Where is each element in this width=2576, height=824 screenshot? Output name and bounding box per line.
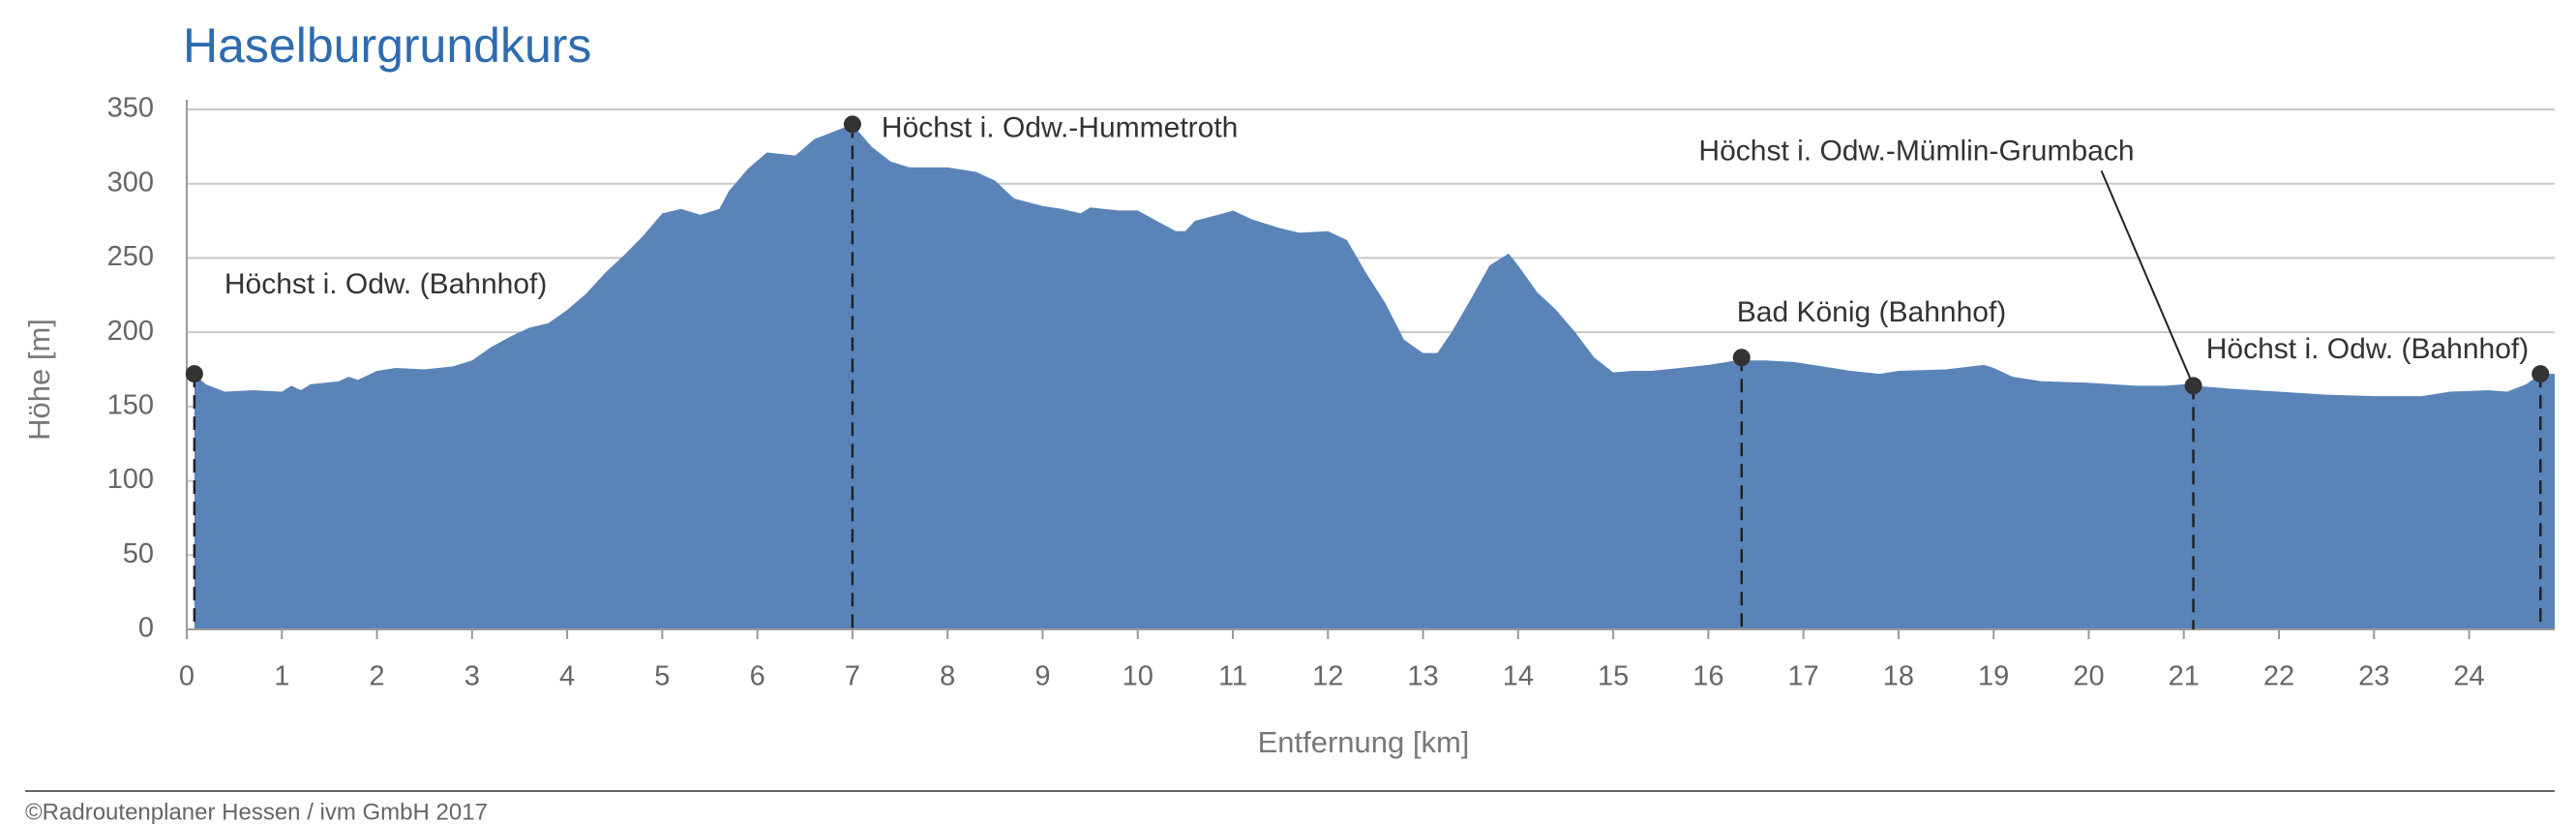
x-tick-label: 7 [845,661,860,692]
x-tick-label: 14 [1503,661,1534,692]
plot-area [194,124,2556,630]
x-tick-label: 15 [1598,661,1629,692]
waypoint-marker [843,115,861,134]
x-tick-label: 3 [464,661,480,692]
waypoint-label: Höchst i. Odw.-Hummetroth [882,111,1238,143]
chart-title: Haselburgrundkurs [183,18,591,73]
y-tick-label: 0 [138,613,154,644]
x-tick-label: 17 [1788,661,1819,692]
x-tick-label: 10 [1123,661,1153,692]
y-tick-label: 100 [107,464,154,495]
waypoint-label: Höchst i. Odw. (Bahnhof) [225,268,547,300]
x-tick-label: 2 [369,661,384,692]
y-tick-label: 350 [107,93,154,124]
waypoint-label: Höchst i. Odw. (Bahnhof) [2206,333,2530,365]
waypoint-marker [2531,365,2550,383]
x-tick-label: 4 [559,661,575,692]
x-tick-label: 21 [2169,661,2200,692]
x-tick-label: 23 [2358,661,2389,692]
y-tick-label: 300 [107,167,154,198]
y-tick-label: 250 [107,241,154,272]
x-tick-label: 13 [1407,661,1438,692]
y-tick-label: 200 [107,316,154,347]
x-tick-label: 18 [1883,661,1914,692]
x-tick-label: 8 [940,661,955,692]
x-tick-label: 6 [750,661,765,692]
x-tick-label: 16 [1692,661,1723,692]
elevation-area [194,124,2556,630]
y-axis-label: Höhe [m] [22,319,56,441]
x-tick-label: 9 [1034,661,1050,692]
waypoint-marker [185,365,203,383]
y-tick-label: 150 [107,390,154,421]
x-tick-label: 5 [654,661,670,692]
waypoint-label: Bad König (Bahnhof) [1737,296,2007,328]
x-tick-label: 0 [179,661,195,692]
x-tick-label: 1 [274,661,289,692]
leader-line [2100,169,2195,386]
x-tick-label: 20 [2073,661,2104,692]
x-tick-label: 12 [1312,661,1343,692]
x-tick-label: 11 [1218,661,1247,692]
x-tick-label: 22 [2263,661,2294,692]
waypoint-marker [1732,349,1751,367]
x-axis-label: Entfernung [km] [1258,725,1470,759]
footer: ©Radroutenplaner Hessen / ivm GmbH 2017 [25,799,488,824]
waypoint-marker [2184,377,2202,395]
x-tick-label: 19 [1978,661,2009,692]
waypoint-label: Höchst i. Odw.-Mümlin-Grumbach [1698,135,2134,167]
x-tick-label: 24 [2453,661,2484,692]
y-tick-label: 50 [123,538,154,569]
